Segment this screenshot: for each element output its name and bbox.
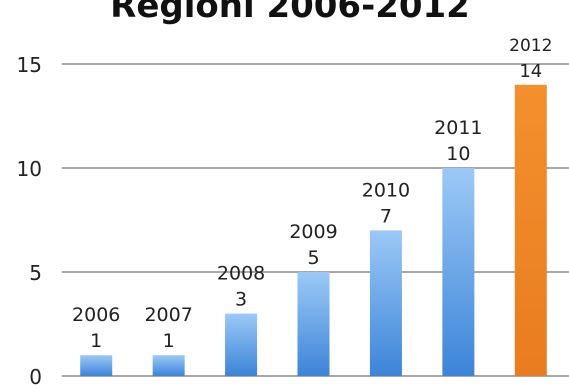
data-label-year: 2006 [72,304,120,326]
bar [80,355,113,376]
bar [152,355,185,376]
data-label-value: 1 [163,330,175,352]
y-tick-label: 0 [29,365,42,385]
bar [514,84,547,377]
y-tick-label: 10 [17,157,42,181]
bar [225,313,258,376]
data-label-year: 2011 [434,117,482,139]
bar [297,272,330,376]
data-label-value: 1 [90,330,102,352]
data-label-value: 5 [307,247,319,269]
data-label-year: 2009 [289,221,337,243]
bar [369,230,402,376]
chart-title: Regioni 2006-2012 [110,0,470,26]
bar [442,168,475,376]
data-label-year: 2008 [217,263,265,285]
data-label-year: 2007 [144,304,192,326]
data-label-value: 14 [519,61,542,82]
data-label-value: 10 [446,143,470,165]
data-label-value: 3 [235,289,247,311]
y-tick-label: 15 [17,53,42,77]
data-label-value: 7 [380,205,392,227]
data-label-year: 2012 [509,36,552,56]
y-tick-label: 5 [29,261,42,285]
data-label-year: 2010 [362,179,410,201]
